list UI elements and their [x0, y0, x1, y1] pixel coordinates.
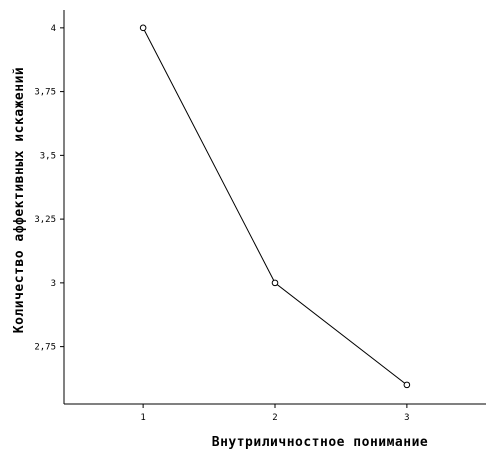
y-tick-label: 3,5 [40, 151, 56, 161]
y-tick-label: 3,25 [34, 215, 56, 225]
x-tick-label: 1 [140, 413, 145, 423]
data-point [139, 24, 147, 32]
y-tick-label: 3 [51, 279, 56, 289]
series [139, 24, 411, 389]
y-axis-title: Количество аффективных искажений [12, 67, 27, 333]
x-tick-label: 3 [404, 413, 409, 423]
data-point [271, 279, 279, 287]
y-tick-label: 4 [51, 24, 56, 34]
series-line [142, 27, 408, 386]
ticks: 2,75 3 3,25 3,5 3,75 4 1 2 3 [34, 24, 409, 423]
y-tick-label: 3,75 [34, 88, 56, 98]
axes [63, 10, 486, 405]
y-tick-label: 2,75 [34, 343, 56, 353]
x-axis-title: Внутриличностное понимание [212, 435, 429, 450]
x-tick-label: 2 [272, 413, 277, 423]
data-point [403, 381, 411, 389]
